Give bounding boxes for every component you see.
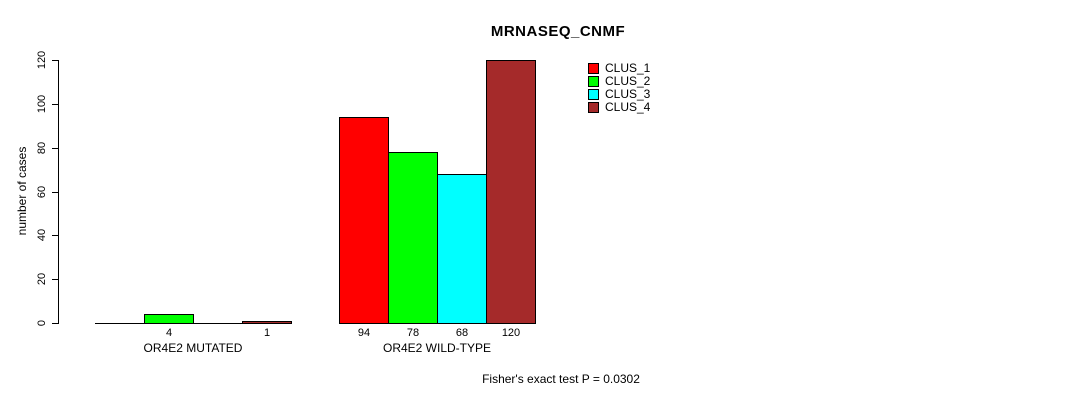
y-axis-tick <box>52 60 58 61</box>
y-tick-label: 80 <box>36 141 48 155</box>
bar-value-label: 68 <box>455 327 469 339</box>
y-tick-label: 40 <box>36 228 48 242</box>
bar-clus_3 <box>437 174 487 324</box>
legend-swatch-clus_2 <box>588 76 599 87</box>
legend-label-clus_2: CLUS_2 <box>605 74 651 88</box>
y-axis-tick <box>52 148 58 149</box>
bar-value-label: 78 <box>406 327 420 339</box>
x-group-label: OR4E2 WILD-TYPE <box>382 341 492 355</box>
legend-swatch-clus_4 <box>588 102 599 113</box>
legend-swatch-clus_3 <box>588 89 599 100</box>
y-axis-tick <box>52 192 58 193</box>
legend-label-clus_4: CLUS_4 <box>605 100 651 114</box>
legend-label-clus_3: CLUS_3 <box>605 87 651 101</box>
y-tick-label: 100 <box>36 94 48 114</box>
x-group-label: OR4E2 MUTATED <box>143 341 243 355</box>
y-axis-line <box>58 60 59 324</box>
legend-swatch-clus_1 <box>588 63 599 74</box>
y-axis-tick <box>52 323 58 324</box>
y-tick-label: 120 <box>36 50 48 70</box>
bar-value-label: 120 <box>501 327 521 339</box>
bar-value-label: 4 <box>165 327 173 339</box>
bar-clus_4 <box>242 321 292 324</box>
y-axis-tick <box>52 279 58 280</box>
y-tick-label: 60 <box>36 185 48 199</box>
chart-title: MRNASEQ_CNMF <box>490 23 626 40</box>
bar-clus_4 <box>486 60 536 324</box>
y-tick-label: 20 <box>36 272 48 286</box>
bar-clus_2 <box>144 314 194 324</box>
legend-label-clus_1: CLUS_1 <box>605 61 651 75</box>
y-tick-label: 0 <box>36 319 48 327</box>
bar-value-label: 1 <box>263 327 271 339</box>
y-axis-tick <box>52 235 58 236</box>
y-axis-tick <box>52 104 58 105</box>
bar-clus_1 <box>339 117 389 324</box>
bar-value-label: 94 <box>357 327 371 339</box>
bar-clus_2 <box>388 152 438 324</box>
stat-test-annotation: Fisher's exact test P = 0.0302 <box>482 372 640 386</box>
y-axis-label: number of cases <box>15 146 29 236</box>
